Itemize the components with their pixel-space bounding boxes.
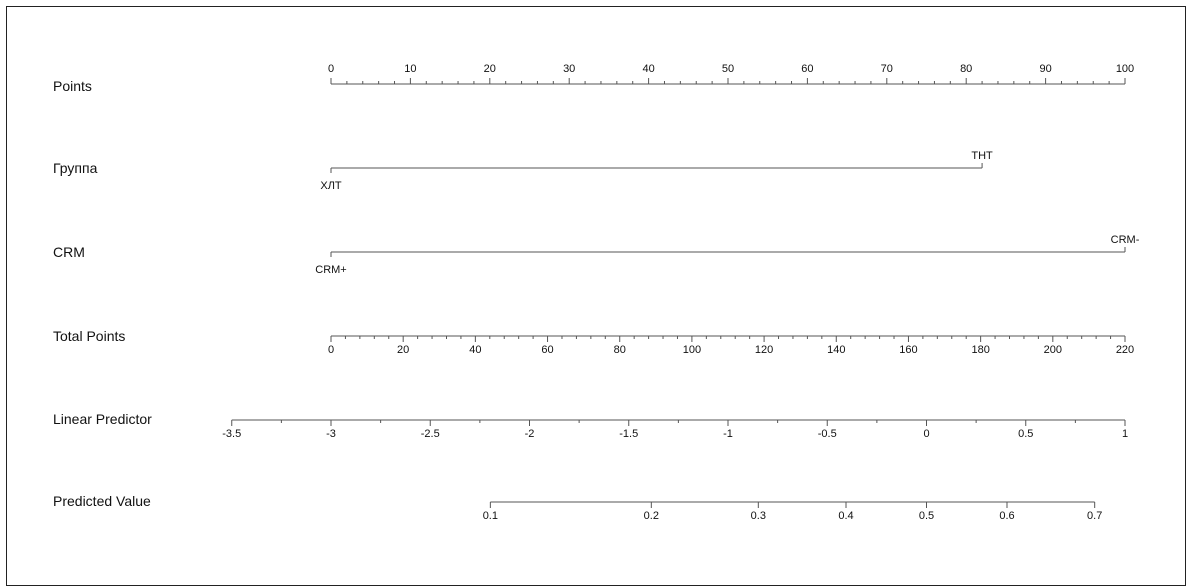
tick-label-total-100: 100 bbox=[683, 344, 701, 356]
tick-label-total-140: 140 bbox=[827, 344, 845, 356]
tick-label-points-40: 40 bbox=[642, 63, 654, 75]
row-label-pred: Predicted Value bbox=[53, 493, 151, 509]
level-label-group-1: ТНТ bbox=[971, 150, 993, 162]
tick-label-pred-0.5: 0.5 bbox=[919, 510, 934, 522]
tick-label-lp--3.5: -3.5 bbox=[222, 428, 241, 440]
row-label-group: Группа bbox=[53, 160, 98, 176]
tick-label-pred-0.7: 0.7 bbox=[1087, 510, 1102, 522]
tick-label-points-50: 50 bbox=[722, 63, 734, 75]
tick-label-lp-0: 0 bbox=[923, 428, 929, 440]
row-label-crm: CRM bbox=[53, 244, 85, 260]
tick-label-pred-0.2: 0.2 bbox=[644, 510, 659, 522]
tick-label-total-40: 40 bbox=[469, 344, 481, 356]
tick-label-pred-0.6: 0.6 bbox=[999, 510, 1014, 522]
level-label-crm-1: CRM- bbox=[1111, 234, 1140, 246]
tick-label-points-10: 10 bbox=[404, 63, 416, 75]
tick-label-total-220: 220 bbox=[1116, 344, 1134, 356]
tick-label-lp--3: -3 bbox=[326, 428, 336, 440]
tick-label-pred-0.1: 0.1 bbox=[483, 510, 498, 522]
row-label-points: Points bbox=[53, 78, 92, 94]
level-label-crm-0: CRM+ bbox=[315, 264, 346, 276]
tick-label-points-80: 80 bbox=[960, 63, 972, 75]
tick-label-lp--1.5: -1.5 bbox=[619, 428, 638, 440]
tick-label-total-20: 20 bbox=[397, 344, 409, 356]
tick-label-pred-0.4: 0.4 bbox=[838, 510, 853, 522]
tick-label-total-0: 0 bbox=[328, 344, 334, 356]
tick-label-total-80: 80 bbox=[614, 344, 626, 356]
tick-label-points-60: 60 bbox=[801, 63, 813, 75]
level-label-group-0: ХЛТ bbox=[320, 180, 342, 192]
tick-label-points-90: 90 bbox=[1039, 63, 1051, 75]
tick-label-lp-1: 1 bbox=[1122, 428, 1128, 440]
tick-label-lp--2: -2 bbox=[525, 428, 535, 440]
tick-label-points-70: 70 bbox=[881, 63, 893, 75]
tick-label-points-20: 20 bbox=[484, 63, 496, 75]
tick-label-total-120: 120 bbox=[755, 344, 773, 356]
tick-label-total-200: 200 bbox=[1044, 344, 1062, 356]
tick-label-pred-0.3: 0.3 bbox=[751, 510, 766, 522]
tick-label-total-60: 60 bbox=[541, 344, 553, 356]
tick-label-points-100: 100 bbox=[1116, 63, 1134, 75]
row-label-lp: Linear Predictor bbox=[53, 411, 152, 427]
tick-label-points-30: 30 bbox=[563, 63, 575, 75]
tick-label-lp--1: -1 bbox=[723, 428, 733, 440]
tick-label-lp-0.5: 0.5 bbox=[1018, 428, 1033, 440]
tick-label-lp--2.5: -2.5 bbox=[421, 428, 440, 440]
tick-label-total-180: 180 bbox=[971, 344, 989, 356]
row-label-total: Total Points bbox=[53, 328, 125, 344]
tick-label-total-160: 160 bbox=[899, 344, 917, 356]
tick-label-lp--0.5: -0.5 bbox=[818, 428, 837, 440]
tick-label-points-0: 0 bbox=[328, 63, 334, 75]
nomogram-frame bbox=[6, 6, 1186, 586]
